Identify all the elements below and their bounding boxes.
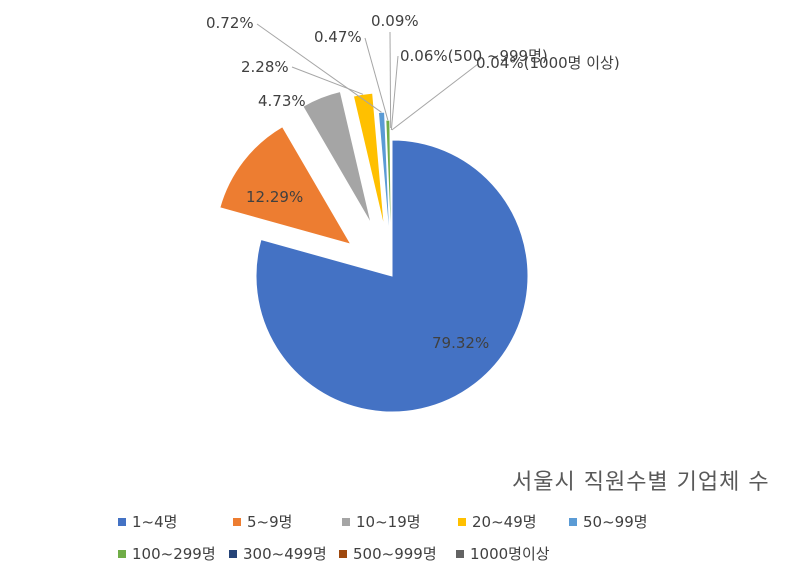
data-label-100-299: 0.47% [314, 28, 362, 46]
legend-item-300-499: 300~499명 [229, 543, 327, 564]
leader-line-20-49 [291, 66, 364, 95]
leader-line-100-299 [364, 37, 389, 121]
legend-item-100-299: 100~299명 [118, 543, 216, 564]
data-label-500-999: 0.06%(500 ~999명) [400, 47, 548, 65]
pie-slice-5-9 [219, 125, 352, 246]
legend-label: 1000명이상 [470, 545, 550, 563]
legend-item-500-999: 500~999명 [339, 543, 437, 564]
data-label-50-99: 0.72% [206, 14, 254, 32]
legend-swatch [569, 517, 577, 526]
legend-swatch [342, 517, 350, 526]
data-label-1000: 0.04%(1000명 이상) [476, 54, 620, 72]
legend-swatch [458, 517, 466, 526]
data-label-300-499: 0.09% [371, 12, 419, 30]
legend-item-10-19: 10~19명 [342, 511, 421, 532]
leader-line-500-999 [390, 55, 399, 131]
legend-swatch [229, 549, 237, 558]
chart-title: 서울시 직원수별 기업체 수 [512, 470, 770, 495]
legend-swatch [456, 549, 464, 558]
legend-swatch [339, 549, 347, 558]
pie-slice-100-299 [385, 119, 392, 257]
legend-label: 500~999명 [353, 545, 437, 563]
leader-line-1000 [391, 63, 479, 131]
legend-label: 20~49명 [472, 513, 537, 531]
leader-line-50-99 [256, 23, 382, 113]
legend-label: 10~19명 [356, 513, 421, 531]
legend-swatch [233, 517, 241, 526]
legend-item-1000: 1000명이상 [456, 543, 550, 564]
legend-label: 5~9명 [247, 513, 293, 531]
data-label-5-9: 12.29% [246, 188, 303, 206]
pie-slice-1-4 [255, 139, 529, 413]
legend-item-1-4: 1~4명 [118, 511, 177, 532]
legend-item-50-99: 50~99명 [569, 511, 648, 532]
legend-label: 50~99명 [583, 513, 648, 531]
legend-item-5-9: 5~9명 [233, 511, 292, 532]
legend-swatch [118, 549, 126, 558]
data-label-10-19: 4.73% [258, 92, 306, 110]
pie-slice-10-19 [302, 90, 372, 225]
legend-label: 100~299명 [132, 545, 216, 563]
data-label-1-4: 79.32% [432, 334, 489, 352]
data-label-20-49: 2.28% [241, 58, 289, 76]
legend-label: 1~4명 [132, 513, 178, 531]
leader-line-300-499 [389, 31, 392, 129]
legend-label: 300~499명 [243, 545, 327, 563]
legend-item-20-49: 20~49명 [458, 511, 537, 532]
legend-swatch [118, 517, 126, 526]
